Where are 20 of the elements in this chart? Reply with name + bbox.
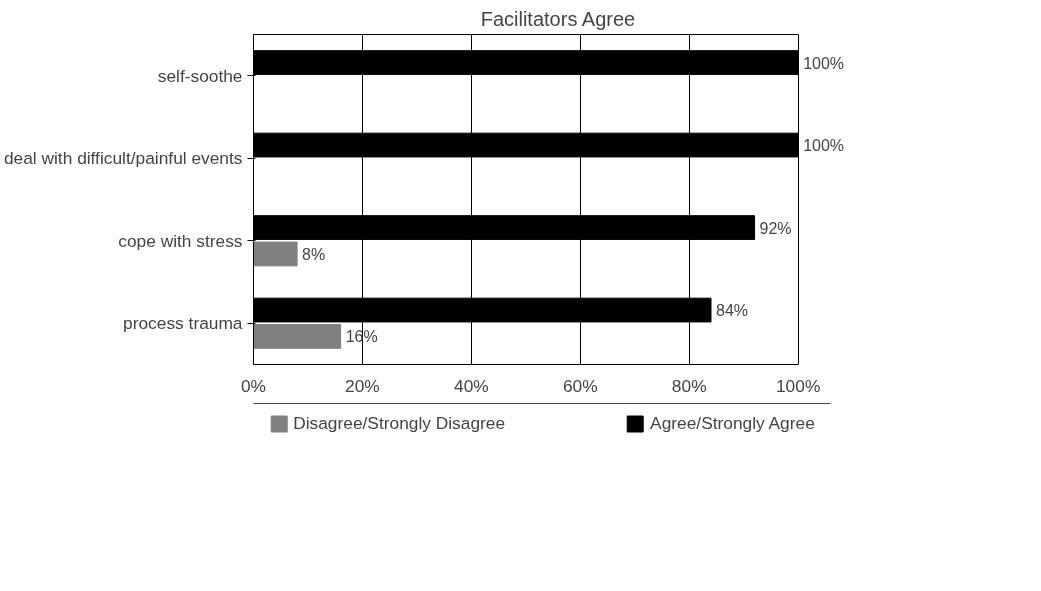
data-label: 92%	[759, 219, 792, 237]
legend-label: Agree/Strongly Agree	[650, 412, 815, 434]
y-tick-label: self-soothe	[157, 65, 243, 86]
data-label: 84%	[716, 302, 749, 320]
bar	[253, 241, 298, 267]
y-tick-label: process trauma	[123, 313, 243, 334]
data-label: 8%	[302, 245, 326, 263]
data-label: 100%	[803, 54, 845, 72]
chart-title: Facilitators Agree	[480, 7, 636, 30]
y-tick-label: deal with difficult/painful events	[3, 148, 243, 169]
x-tick-label: 40%	[454, 375, 489, 396]
x-tick-label: 60%	[562, 375, 598, 396]
bar	[253, 324, 342, 349]
y-tick-label: cope with stress	[118, 230, 243, 251]
legend-label: Disagree/Strongly Disagree	[293, 412, 506, 434]
x-tick-label: 20%	[345, 375, 380, 396]
x-tick-label: 100%	[775, 375, 821, 396]
x-tick-label: 80%	[671, 375, 707, 396]
x-tick-label: 0%	[240, 375, 267, 396]
data-label: 100%	[803, 137, 845, 155]
